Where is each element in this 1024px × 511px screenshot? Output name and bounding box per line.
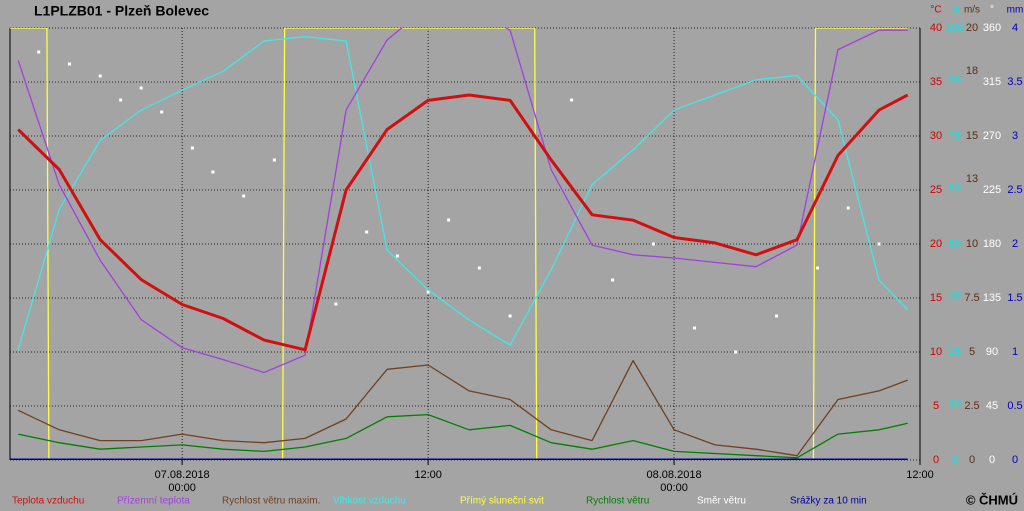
y-tick-label: 13: [966, 173, 978, 185]
y-tick-label: 0.5: [1007, 400, 1022, 412]
y-tick-label: 25: [949, 346, 961, 358]
y-tick-label: 7.5: [964, 292, 979, 304]
y-tick-label: 13: [949, 398, 961, 410]
axis-unit: m/s: [964, 5, 980, 16]
legend-entry: Přímý sluneční svit: [460, 496, 544, 507]
series-dot: [477, 266, 481, 270]
legend-entry: Srážky za 10 min: [790, 496, 867, 507]
series-dot: [693, 326, 697, 330]
series-dot: [160, 110, 164, 114]
series-dot: [775, 314, 779, 318]
axis-unit: °: [990, 5, 994, 16]
legend-entry: Přízemní teplota: [117, 496, 190, 507]
series-dot: [877, 242, 881, 246]
y-tick-label: 270: [983, 130, 1001, 142]
y-tick-label: 4: [1012, 22, 1018, 34]
series-dot: [272, 158, 276, 162]
y-tick-label: 63: [949, 182, 961, 194]
series-dot: [119, 98, 123, 102]
series-dot: [816, 266, 820, 270]
y-tick-label: 90: [986, 346, 998, 358]
x-tick-label: 07.08.2018 00:00: [155, 469, 210, 494]
x-tick-label: 12:00: [414, 469, 442, 481]
y-tick-label: 315: [983, 76, 1001, 88]
series-line: [18, 413, 908, 459]
x-tick-label: 12:00: [906, 469, 934, 481]
y-tick-label: 35: [930, 76, 942, 88]
y-tick-label: 75: [949, 130, 961, 142]
y-tick-label: 45: [986, 400, 998, 412]
series-dot: [426, 290, 430, 294]
series-dot: [652, 242, 656, 246]
y-tick-label: 100: [946, 22, 964, 34]
y-tick-label: 0: [933, 454, 939, 466]
plot-area: [10, 28, 909, 460]
series-line: [10, 28, 908, 460]
axis-unit: mm: [1007, 5, 1024, 16]
chart-title: L1PLZB01 - Plzeň Bolevec: [34, 3, 209, 19]
series-line: [17, 359, 908, 457]
y-tick-label: 2: [1012, 238, 1018, 250]
series-dot: [365, 230, 369, 234]
y-tick-label: 135: [983, 292, 1001, 304]
axis-unit: %: [951, 5, 960, 16]
y-tick-label: 30: [930, 130, 942, 142]
y-tick-label: 18: [966, 65, 978, 77]
axis-unit: °C: [930, 5, 941, 16]
legend-entry: Rychlost větru: [586, 496, 649, 507]
y-tick-label: 10: [966, 238, 978, 250]
series-dot: [611, 278, 615, 282]
y-tick-label: 1.5: [1007, 292, 1022, 304]
series-dot: [508, 314, 512, 318]
x-tick-label: 08.08.2018 00:00: [647, 469, 702, 494]
y-tick-label: 360: [983, 22, 1001, 34]
y-tick-label: 20: [966, 22, 978, 34]
legend-entry: Vlhkost vzduchu: [333, 496, 406, 507]
series-dot: [334, 302, 338, 306]
y-tick-label: 225: [983, 184, 1001, 196]
copyright: © ČHMÚ: [966, 492, 1018, 507]
series-dot: [37, 50, 41, 54]
y-tick-label: 40: [930, 22, 942, 34]
y-tick-label: 2.5: [1007, 184, 1022, 196]
y-tick-label: 0: [952, 454, 958, 466]
y-tick-label: 1: [1012, 346, 1018, 358]
y-tick-label: 0: [989, 454, 995, 466]
series-dot: [395, 254, 399, 258]
y-tick-label: 88: [949, 74, 961, 86]
y-tick-label: 15: [930, 292, 942, 304]
y-tick-label: 3.5: [1007, 76, 1022, 88]
y-tick-label: 3: [1012, 130, 1018, 142]
legend-entry: Teplota vzduchu: [12, 496, 84, 507]
series-dot: [846, 206, 850, 210]
series-dot: [734, 350, 738, 354]
y-tick-label: 38: [949, 290, 961, 302]
series-dot: [190, 146, 194, 150]
series-dot: [139, 86, 143, 90]
series-dot: [98, 74, 102, 78]
y-tick-label: 180: [983, 238, 1001, 250]
y-tick-label: 5: [969, 346, 975, 358]
series-dot: [211, 170, 215, 174]
series-dot: [67, 62, 71, 66]
y-tick-label: 25: [930, 184, 942, 196]
y-tick-label: 50: [949, 238, 961, 250]
legend-entry: Rychlost větru maxim.: [222, 496, 320, 507]
series-dot: [570, 98, 574, 102]
y-tick-label: 2.5: [964, 400, 979, 412]
y-tick-label: 15: [966, 130, 978, 142]
series-line: [17, 35, 909, 350]
y-tick-label: 10: [930, 346, 942, 358]
y-tick-label: 20: [930, 238, 942, 250]
series-dot: [242, 194, 246, 198]
series-line: [17, 28, 908, 374]
legend-entry: Směr větru: [697, 496, 746, 507]
series-dot: [447, 218, 451, 222]
y-tick-label: 0: [1012, 454, 1018, 466]
y-tick-label: 5: [933, 400, 939, 412]
y-tick-label: 0: [969, 454, 975, 466]
series-line: [17, 93, 909, 352]
